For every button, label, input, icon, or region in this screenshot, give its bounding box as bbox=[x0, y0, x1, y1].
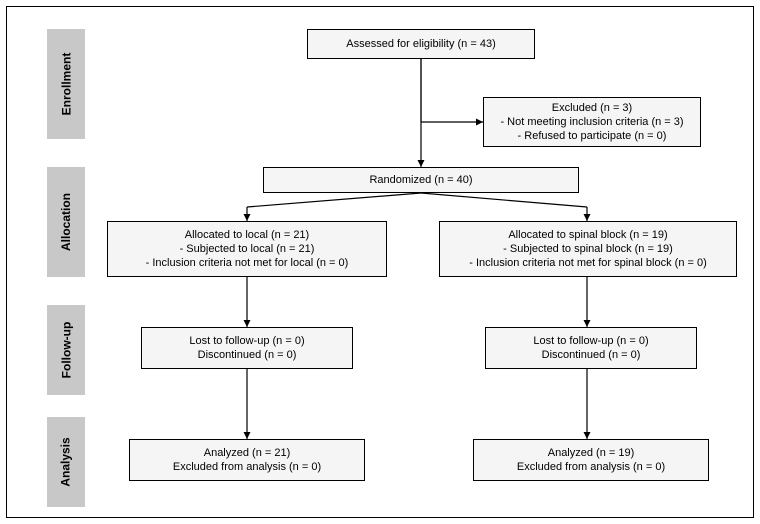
box-randomized-line-0: Randomized (n = 40) bbox=[369, 173, 472, 187]
phase-label-text: Allocation bbox=[59, 193, 73, 251]
box-an_r-line-1: Excluded from analysis (n = 0) bbox=[517, 460, 665, 474]
box-alloc_r: Allocated to spinal block (n = 19)- Subj… bbox=[439, 221, 737, 277]
box-an_r-line-0: Analyzed (n = 19) bbox=[548, 446, 635, 460]
box-an_r: Analyzed (n = 19)Excluded from analysis … bbox=[473, 439, 709, 481]
box-excluded-line-1: - Not meeting inclusion criteria (n = 3) bbox=[500, 115, 683, 129]
box-alloc_l-line-1: - Subjected to local (n = 21) bbox=[180, 242, 315, 256]
box-excluded-line-0: Excluded (n = 3) bbox=[552, 101, 632, 115]
phase-label-text: Follow-up bbox=[59, 322, 73, 379]
box-fu_l: Lost to follow-up (n = 0)Discontinued (n… bbox=[141, 327, 353, 369]
phase-label-text: Analysis bbox=[59, 437, 73, 486]
box-fu_r: Lost to follow-up (n = 0)Discontinued (n… bbox=[485, 327, 697, 369]
box-randomized: Randomized (n = 40) bbox=[263, 167, 579, 193]
box-an_l-line-1: Excluded from analysis (n = 0) bbox=[173, 460, 321, 474]
phase-label-allocation: Allocation bbox=[47, 167, 85, 277]
box-fu_r-line-1: Discontinued (n = 0) bbox=[542, 348, 641, 362]
box-alloc_r-line-1: - Subjected to spinal block (n = 19) bbox=[503, 242, 673, 256]
box-an_l: Analyzed (n = 21)Excluded from analysis … bbox=[129, 439, 365, 481]
phase-label-followup: Follow-up bbox=[47, 305, 85, 395]
box-alloc_r-line-2: - Inclusion criteria not met for spinal … bbox=[469, 256, 707, 270]
phase-label-analysis: Analysis bbox=[47, 417, 85, 507]
box-alloc_l-line-0: Allocated to local (n = 21) bbox=[185, 228, 309, 242]
box-alloc_r-line-0: Allocated to spinal block (n = 19) bbox=[508, 228, 667, 242]
box-an_l-line-0: Analyzed (n = 21) bbox=[204, 446, 291, 460]
box-fu_r-line-0: Lost to follow-up (n = 0) bbox=[533, 334, 648, 348]
box-fu_l-line-1: Discontinued (n = 0) bbox=[198, 348, 297, 362]
box-excluded-line-2: - Refused to participate (n = 0) bbox=[518, 129, 667, 143]
phase-label-enrollment: Enrollment bbox=[47, 29, 85, 139]
phase-label-text: Enrollment bbox=[59, 53, 73, 116]
box-assessed: Assessed for eligibility (n = 43) bbox=[307, 29, 535, 59]
box-alloc_l-line-2: - Inclusion criteria not met for local (… bbox=[146, 256, 349, 270]
box-fu_l-line-0: Lost to follow-up (n = 0) bbox=[189, 334, 304, 348]
diagram-frame: Enrollment Allocation Follow-up Analysis Ass… bbox=[6, 6, 754, 518]
box-alloc_l: Allocated to local (n = 21)- Subjected t… bbox=[107, 221, 387, 277]
box-assessed-line-0: Assessed for eligibility (n = 43) bbox=[346, 37, 495, 51]
box-excluded: Excluded (n = 3)- Not meeting inclusion … bbox=[483, 97, 701, 147]
